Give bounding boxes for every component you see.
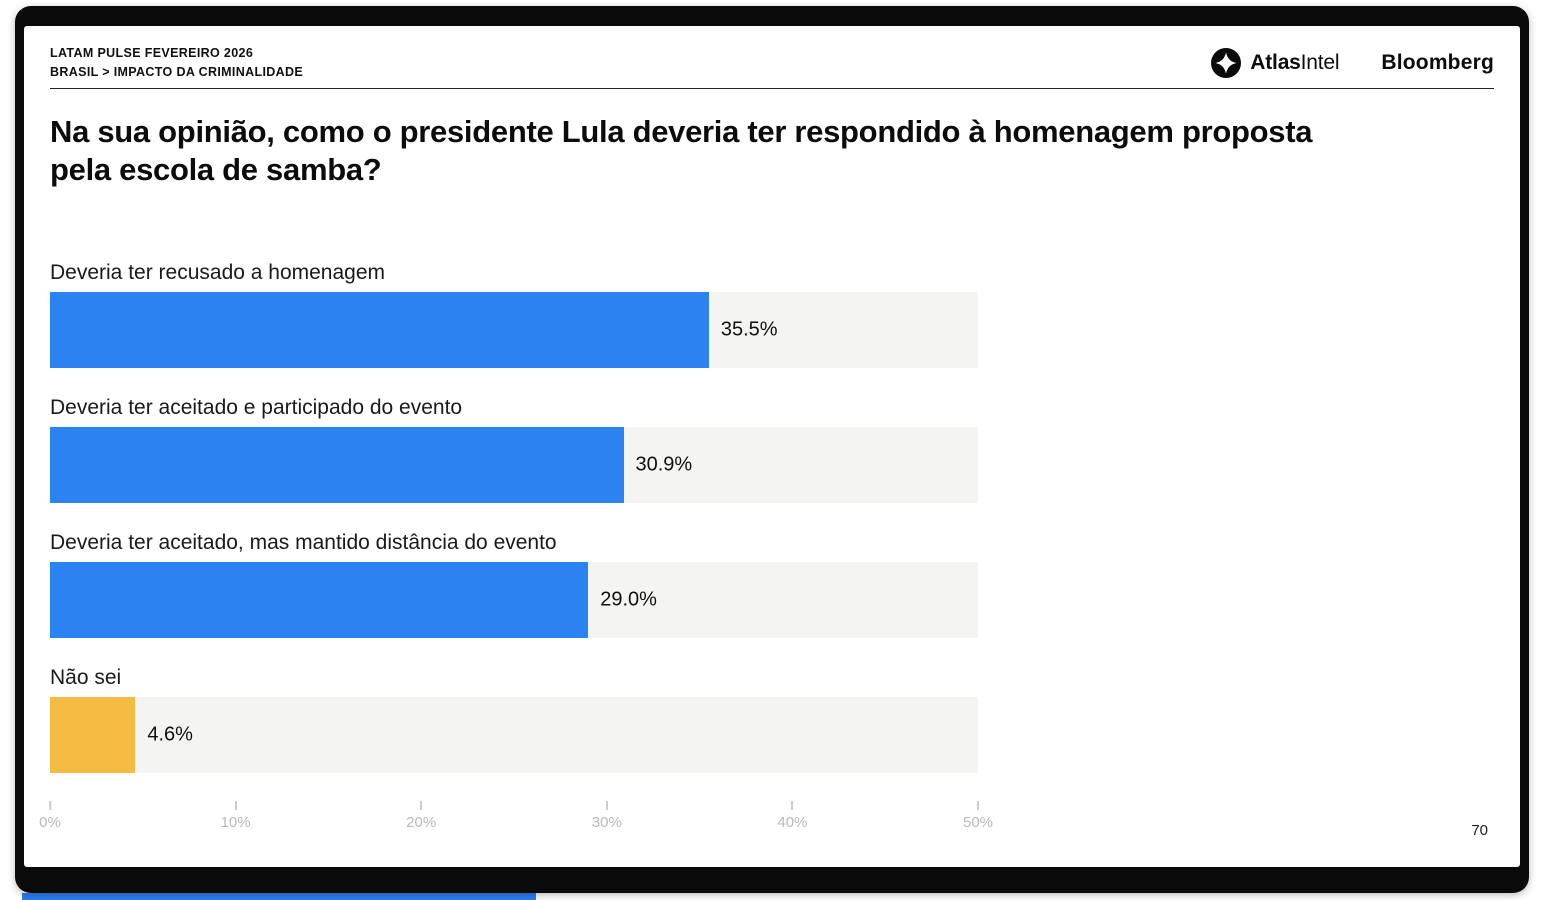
atlasintel-wordmark: AtlasIntel [1250, 51, 1340, 74]
tick-mark [420, 800, 423, 810]
bar-row: Deveria ter aceitado, mas mantido distân… [50, 531, 978, 638]
x-axis-tick: 10% [220, 800, 251, 831]
tick-label: 40% [777, 813, 808, 831]
tick-mark [605, 800, 608, 810]
slide-frame: LATAM PULSE FEVEREIRO 2026 BRASIL > IMPA… [15, 6, 1529, 893]
bloomberg-wordmark: Bloomberg [1381, 51, 1494, 74]
question-title: Na sua opinião, como o presidente Lula d… [50, 114, 1313, 187]
x-axis-tick: 40% [777, 800, 808, 831]
x-axis-tick: 50% [962, 800, 994, 831]
x-axis-tick: 30% [591, 800, 622, 831]
bar-chart: Deveria ter recusado a homenagem 35.5% Dev… [50, 261, 978, 773]
bottom-accent-strip [22, 893, 536, 900]
bar-category-label: Deveria ter aceitado e participado do ev… [50, 395, 463, 419]
bar-value-label: 35.5% [720, 318, 778, 341]
header-meta: LATAM PULSE FEVEREIRO 2026 BRASIL > IMPA… [50, 44, 303, 82]
x-axis: 0% 10% 20% 30% 40% 50% [39, 800, 993, 837]
brand-group: AtlasIntel Bloomberg [1211, 48, 1494, 78]
bar-fill [50, 696, 136, 773]
x-axis-tick: 0% [39, 800, 61, 831]
tick-mark [977, 800, 979, 810]
atlasintel-brand: AtlasIntel [1211, 48, 1340, 78]
slide-header: LATAM PULSE FEVEREIRO 2026 BRASIL > IMPA… [50, 26, 1494, 88]
bar-value-label: 29.0% [600, 588, 657, 611]
bar-category-label: Deveria ter recusado a homenagem [50, 260, 386, 284]
header-survey-name: LATAM PULSE FEVEREIRO 2026 [50, 46, 254, 61]
bar-value-label: 4.6% [147, 723, 193, 746]
header-breadcrumb: BRASIL > IMPACTO DA CRIMINALIDADE [50, 65, 304, 79]
tick-label: 10% [220, 813, 251, 831]
tick-mark [49, 800, 51, 810]
bar-fill [50, 291, 709, 368]
page-number: 70 [1471, 822, 1488, 839]
bar-row: Não sei 4.6% [50, 666, 978, 773]
atlasintel-logo-icon [1211, 48, 1242, 78]
header-divider [50, 88, 1494, 89]
bar-fill [50, 426, 624, 503]
tick-mark [791, 800, 794, 810]
bar-track: 35.5% [50, 291, 978, 368]
bar-fill [50, 561, 589, 638]
bar-track: 4.6% [50, 696, 978, 773]
tick-mark [234, 800, 237, 810]
bar-track: 29.0% [50, 561, 978, 638]
bar-row: Deveria ter recusado a homenagem 35.5% [50, 261, 978, 368]
bar-value-label: 30.9% [635, 453, 693, 476]
tick-label: 20% [406, 813, 437, 831]
bar-category-label: Não sei [50, 665, 122, 689]
bar-category-label: Deveria ter aceitado, mas mantido distân… [50, 530, 557, 554]
tick-label: 0% [39, 813, 61, 831]
tick-label: 30% [591, 813, 622, 831]
slide-sheet: LATAM PULSE FEVEREIRO 2026 BRASIL > IMPA… [24, 26, 1520, 867]
tick-label: 50% [962, 813, 994, 831]
x-axis-tick: 20% [406, 800, 437, 831]
bar-track: 30.9% [50, 426, 978, 503]
bar-row: Deveria ter aceitado e participado do ev… [50, 396, 978, 503]
